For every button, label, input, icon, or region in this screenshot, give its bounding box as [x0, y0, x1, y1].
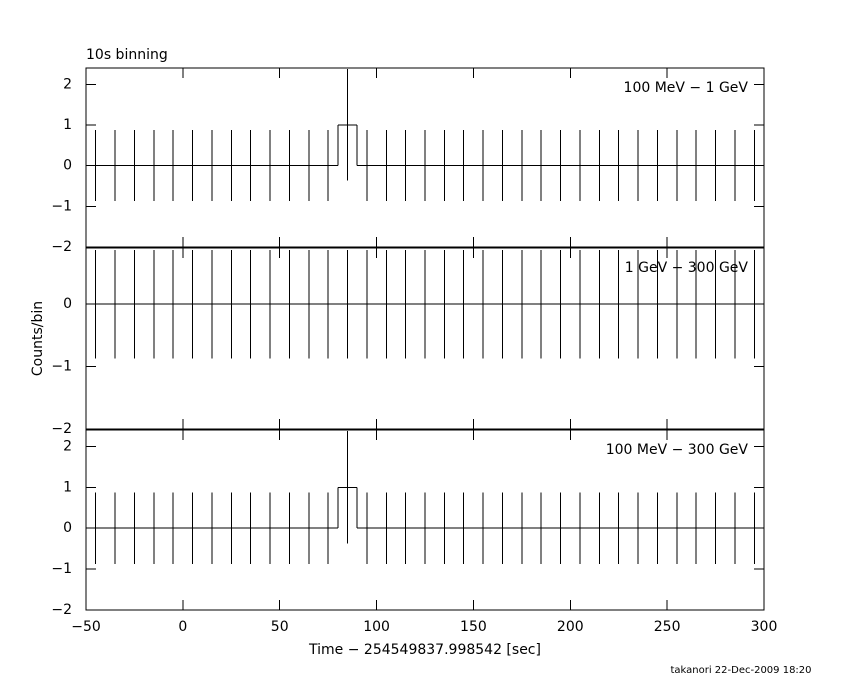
x-axis-label: Time − 254549837.998542 [sec] — [308, 642, 541, 658]
x-tick-label: 300 — [751, 619, 778, 635]
panel-frame — [85, 247, 765, 430]
band-label: 1 GeV − 300 GeV — [625, 260, 749, 276]
y-tick-label: 2 — [63, 76, 72, 92]
x-tick-label: 150 — [460, 619, 487, 635]
x-tick-label: 200 — [557, 619, 584, 635]
y-tick-label: 1 — [63, 117, 72, 133]
y-tick-label: −1 — [51, 359, 72, 375]
y-tick-label: 1 — [63, 479, 72, 495]
y-tick-label: −1 — [51, 561, 72, 577]
y-tick-label: 2 — [63, 438, 72, 454]
y-tick-label: −2 — [51, 239, 72, 255]
panel-frame — [85, 429, 765, 611]
band-label: 100 MeV − 300 GeV — [606, 442, 749, 458]
y-tick-label: 0 — [63, 296, 72, 312]
y-tick-label: 0 — [63, 158, 72, 174]
chart-title: 10s binning — [86, 47, 168, 63]
x-tick-label: 250 — [654, 619, 681, 635]
y-tick-label: −2 — [51, 421, 72, 437]
y-tick-label: 0 — [63, 520, 72, 536]
panel-frame — [85, 67, 765, 248]
x-tick-label: 100 — [363, 619, 390, 635]
band-label: 100 MeV − 1 GeV — [624, 80, 749, 96]
y-tick-label: −1 — [51, 198, 72, 214]
y-tick-label: −2 — [51, 602, 72, 618]
x-tick-label: −50 — [71, 619, 101, 635]
y-axis-label: Counts/bin — [30, 301, 46, 376]
x-tick-label: 0 — [178, 619, 187, 635]
panel-plot — [86, 249, 764, 359]
panel-plot — [86, 431, 764, 564]
panel-plot — [86, 69, 764, 202]
footer: takanori 22-Dec-2009 18:20 — [670, 665, 811, 676]
x-tick-label: 50 — [271, 619, 289, 635]
